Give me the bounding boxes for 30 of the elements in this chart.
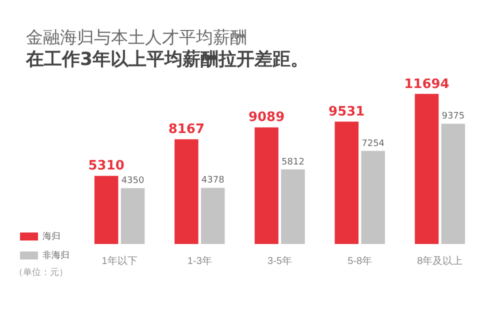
data-label: 5812 bbox=[282, 157, 304, 168]
bar bbox=[334, 122, 359, 244]
bar bbox=[174, 139, 198, 244]
x-tick-label: 5-8年 bbox=[348, 254, 372, 267]
chart-subtitle: 在工作3年以上平均薪酬拉开差距。 bbox=[26, 48, 309, 71]
bar bbox=[361, 150, 385, 244]
x-tick-label: 1年以下 bbox=[102, 254, 138, 267]
data-label: 8167 bbox=[168, 122, 205, 138]
bar bbox=[94, 176, 118, 244]
bar bbox=[120, 188, 145, 244]
x-tick-label: 3-5年 bbox=[268, 254, 292, 267]
data-label: 9089 bbox=[248, 110, 285, 126]
bar bbox=[200, 188, 225, 244]
data-label: 4350 bbox=[121, 176, 144, 186]
chart-title: 金融海归与本土人才平均薪酬 bbox=[26, 27, 247, 49]
bar bbox=[414, 94, 439, 244]
bar bbox=[281, 169, 305, 244]
bar bbox=[254, 127, 278, 244]
data-label: 9375 bbox=[442, 112, 465, 122]
data-label: 7254 bbox=[362, 138, 385, 149]
text: （单位：元） bbox=[14, 266, 68, 279]
x-tick-label: 1-3年 bbox=[187, 254, 212, 267]
legend-label: 海归 bbox=[42, 230, 60, 241]
legend-label: 非海归 bbox=[42, 250, 70, 260]
data-label: 9531 bbox=[328, 104, 365, 120]
x-tick-label: 8年及以上 bbox=[417, 254, 463, 267]
data-label: 11694 bbox=[404, 76, 450, 92]
data-label: 5310 bbox=[88, 158, 124, 174]
data-label: 4378 bbox=[201, 176, 225, 186]
bar bbox=[441, 124, 466, 244]
